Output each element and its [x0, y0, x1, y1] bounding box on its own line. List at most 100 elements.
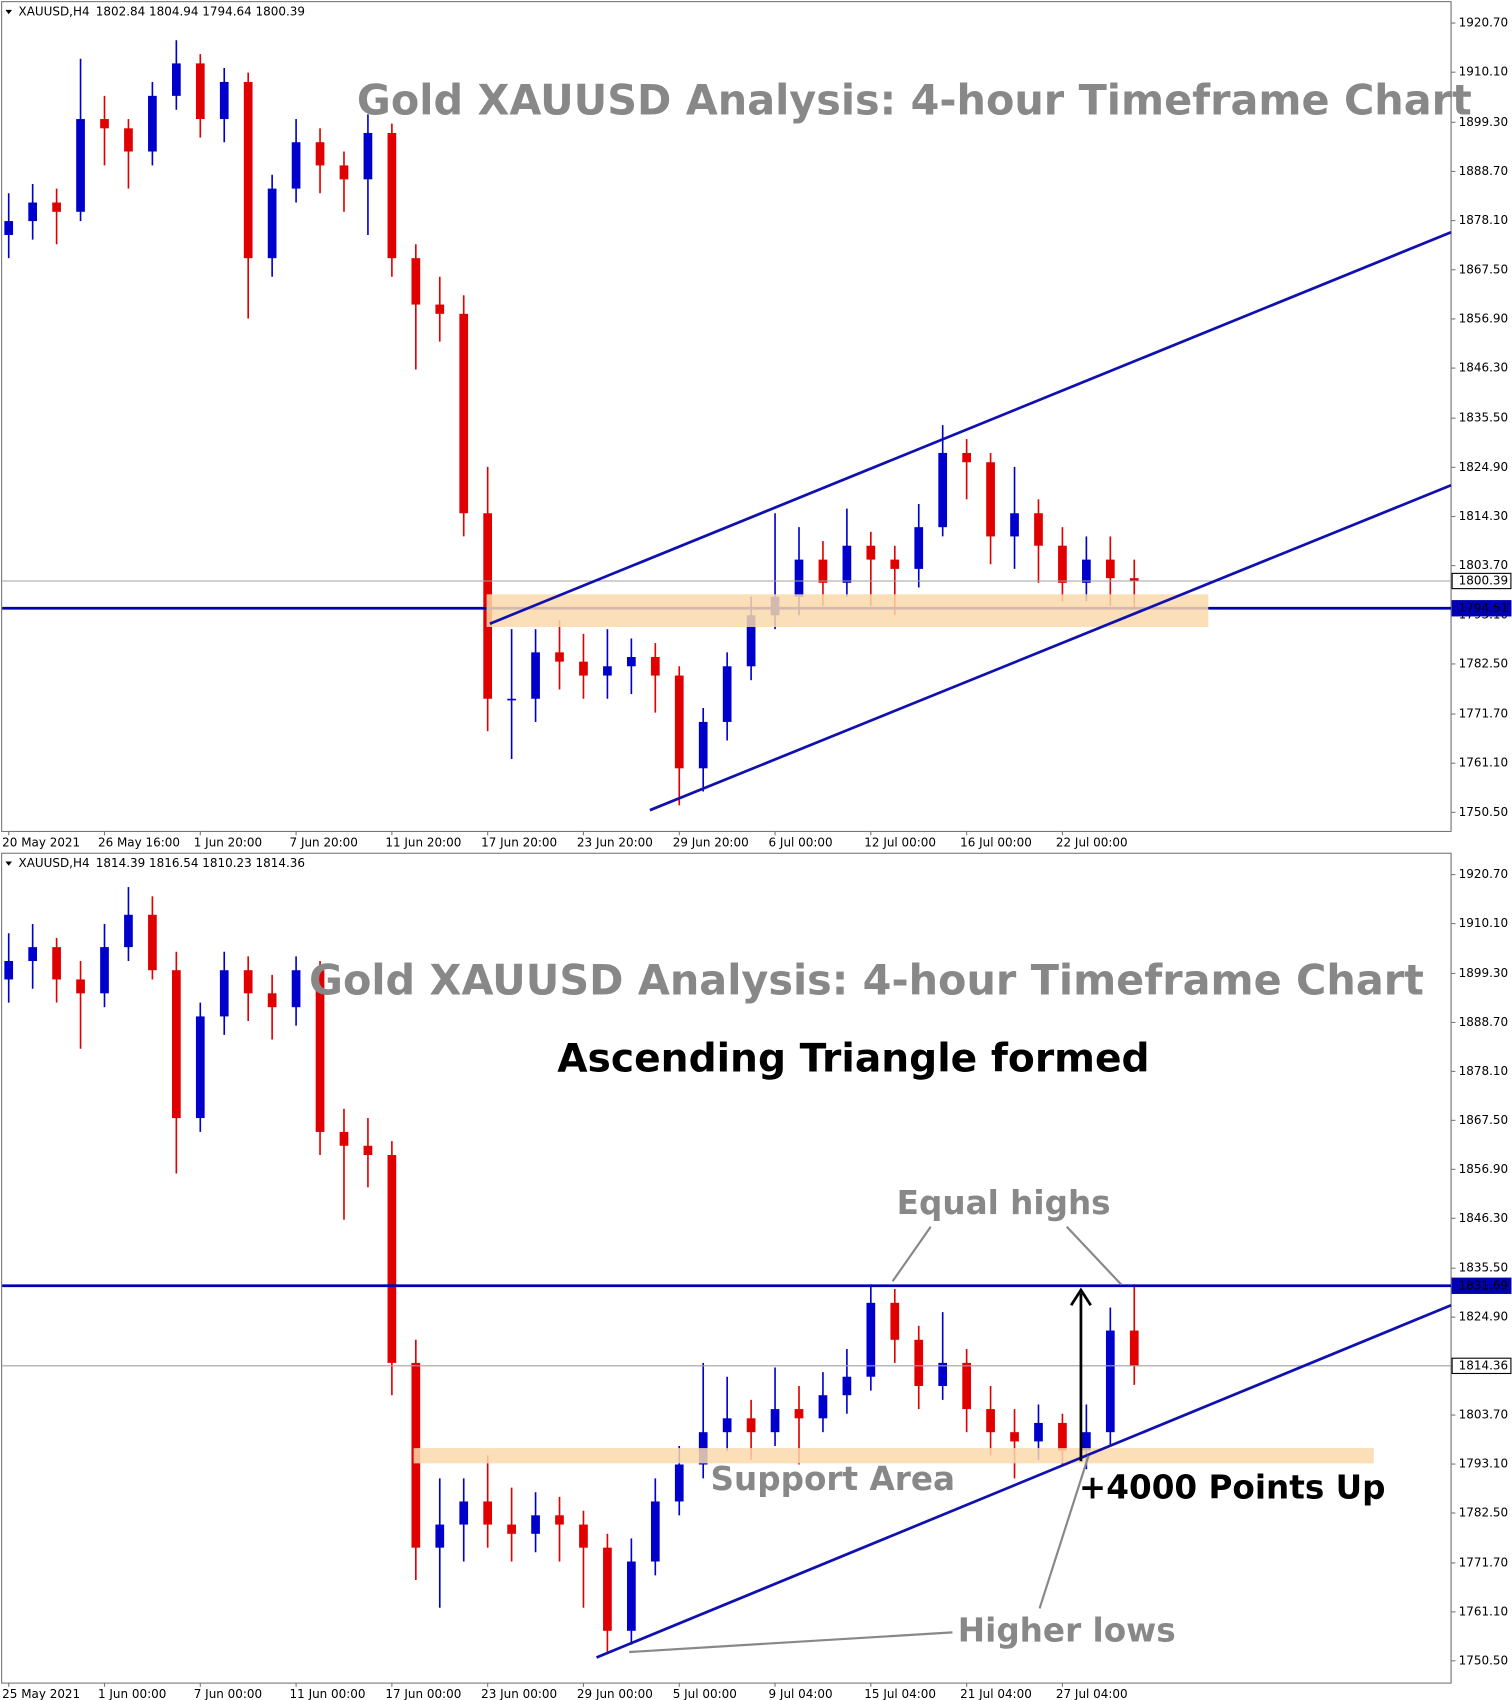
x-tick-label: 26 May 16:00	[98, 835, 180, 849]
trend-line	[596, 1303, 1452, 1659]
y-tick-label: 1878.10	[1459, 1064, 1508, 1078]
annotation: Support Area	[710, 1460, 955, 1498]
price-tag-label: 1794.51	[1459, 601, 1508, 615]
candle-body	[507, 698, 516, 701]
candle-body	[794, 1409, 804, 1419]
candle-body	[722, 1418, 732, 1433]
y-tick-label: 1761.10	[1459, 756, 1508, 770]
x-tick-label: 16 Jul 00:00	[960, 835, 1032, 849]
candle-body	[363, 132, 373, 180]
candle-body	[124, 128, 133, 152]
pointer-line	[1038, 1455, 1090, 1609]
candle-body	[339, 1131, 349, 1146]
y-tick-label: 1814.30	[1459, 509, 1508, 523]
candle-body	[219, 970, 229, 1017]
x-tick-label: 25 May 2021	[2, 1687, 80, 1700]
candle-body	[171, 970, 181, 1119]
x-tick-label: 20 May 2021	[2, 835, 80, 849]
x-tick-label: 21 Jul 04:00	[960, 1687, 1032, 1700]
y-tick-label: 1888.70	[1459, 1015, 1508, 1029]
symbol: XAUUSD,H4	[19, 856, 90, 870]
candle-body	[315, 970, 325, 1132]
x-tick-label: 23 Jun 00:00	[481, 1687, 557, 1700]
y-tick-label: 1867.50	[1459, 262, 1508, 276]
candle-body	[435, 1524, 445, 1548]
candle-body	[76, 979, 85, 994]
candle-body	[243, 81, 253, 259]
y-tick-label: 1878.10	[1459, 213, 1508, 227]
price-tag	[1451, 1357, 1512, 1375]
candle-body	[603, 666, 612, 676]
x-tick-label: 1 Jun 00:00	[98, 1687, 166, 1700]
quote: 1814.39 1816.54 1810.23 1814.36	[96, 856, 305, 870]
candle-body	[219, 81, 229, 120]
candle-body	[698, 721, 708, 769]
candle-body	[267, 993, 277, 1008]
candle-body	[507, 1524, 516, 1534]
candle-body	[387, 1155, 397, 1363]
y-tick-label: 1803.70	[1459, 1408, 1508, 1422]
candle-body	[914, 1339, 924, 1386]
y-tick-label: 1803.70	[1459, 558, 1508, 572]
candle-body	[1058, 1422, 1067, 1451]
candle-body	[195, 63, 205, 120]
candle-body	[890, 559, 900, 569]
y-tick-label: 1750.50	[1459, 1653, 1508, 1667]
candle-body	[28, 202, 38, 222]
candle-body	[148, 95, 157, 152]
y-tick-label: 1856.90	[1459, 311, 1508, 325]
y-tick-label: 1782.50	[1459, 1506, 1508, 1520]
symbol: XAUUSD,H4	[19, 4, 90, 18]
x-tick-label: 5 Jul 00:00	[673, 1687, 737, 1700]
price-tag	[1451, 572, 1512, 590]
candle-body	[866, 1302, 876, 1377]
candle-body	[28, 947, 38, 961]
candle-body	[531, 652, 540, 699]
support-zone	[413, 1448, 1374, 1464]
price-tag	[1451, 600, 1512, 617]
y-tick-label: 1835.50	[1459, 1261, 1508, 1275]
y-tick-label: 1824.90	[1459, 1310, 1508, 1324]
chart-title: Gold XAUUSD Analysis: 4-hour Timeframe C…	[357, 77, 1472, 125]
candle-body	[962, 452, 971, 463]
y-tick-label: 1824.90	[1459, 460, 1508, 474]
candle-body	[914, 527, 924, 569]
candle-body	[842, 1376, 852, 1396]
pointer-line	[1065, 1225, 1123, 1286]
candle-body	[459, 1501, 469, 1525]
y-tick-label: 1899.30	[1459, 115, 1508, 129]
candle-body	[986, 462, 995, 537]
candle-body	[52, 947, 61, 980]
x-tick-label: 22 Jul 00:00	[1056, 835, 1128, 849]
price-tag	[1451, 1277, 1512, 1294]
support-zone	[486, 594, 1209, 628]
y-tick-label: 1856.90	[1459, 1162, 1508, 1176]
annotation: +4000 Points Up	[1079, 1469, 1386, 1507]
y-tick-label: 1846.30	[1459, 361, 1508, 375]
x-tick-label: 7 Jun 00:00	[194, 1687, 262, 1700]
x-tick-label: 1 Jun 20:00	[194, 835, 262, 849]
candle-body	[171, 63, 181, 96]
candle-body	[842, 545, 852, 583]
menu-arrow	[5, 861, 12, 866]
candle-body	[938, 452, 948, 528]
candle-body	[1129, 1330, 1139, 1366]
x-tick-label: 15 Jul 04:00	[864, 1687, 936, 1700]
candle-body	[890, 1302, 900, 1340]
y-tick-label: 1846.30	[1459, 1211, 1508, 1225]
y-tick-label: 1867.50	[1459, 1113, 1508, 1127]
candle-body	[674, 675, 684, 769]
candle-body	[1034, 1422, 1043, 1442]
candle-body	[76, 119, 85, 212]
y-tick-label: 1910.10	[1459, 65, 1508, 79]
candle-body	[746, 1418, 756, 1433]
candle-body	[1034, 513, 1043, 546]
candle-body	[100, 947, 109, 994]
x-tick-label: 17 Jun 20:00	[481, 835, 557, 849]
candle-body	[770, 1409, 780, 1433]
candle-body	[962, 1362, 971, 1410]
candle-body	[291, 142, 301, 189]
annotation: Ascending Triangle formed	[557, 1036, 1149, 1081]
